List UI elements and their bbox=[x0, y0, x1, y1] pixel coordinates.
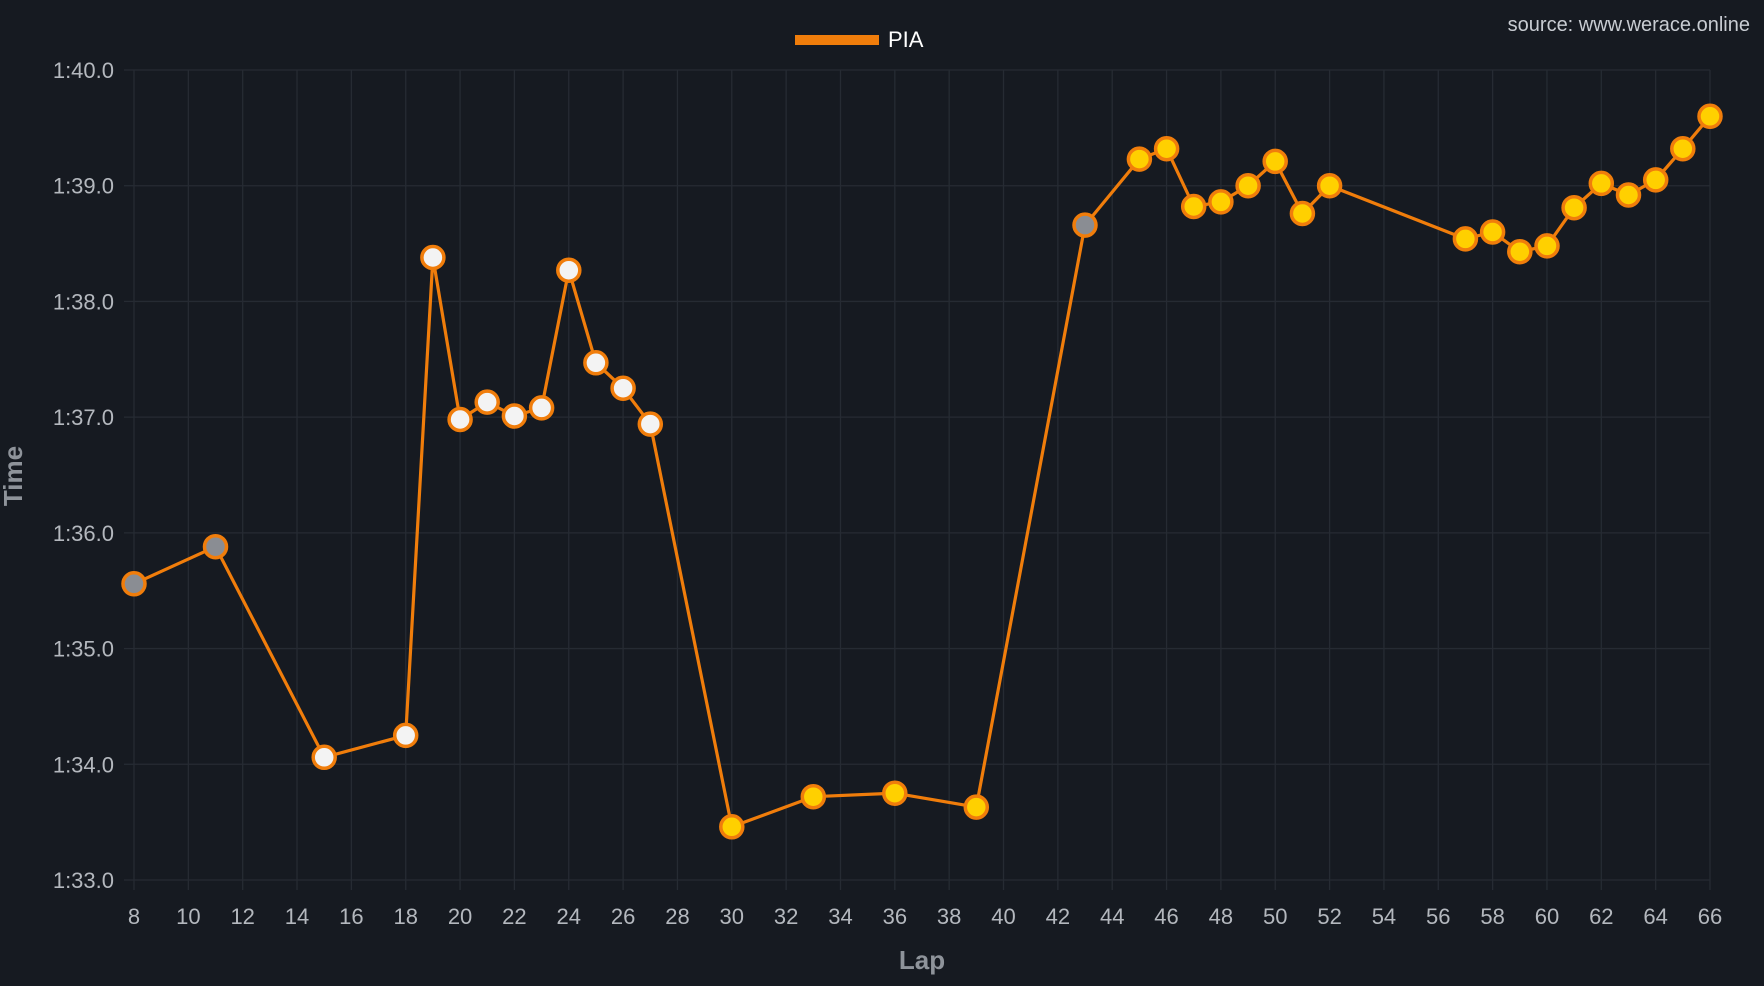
data-point-lap-43[interactable] bbox=[1072, 212, 1098, 238]
x-tick-label: 64 bbox=[1643, 904, 1667, 929]
y-tick-label: 1:37.0 bbox=[53, 405, 114, 430]
data-point-lap-49[interactable] bbox=[1235, 172, 1261, 199]
y-tick-label: 1:39.0 bbox=[53, 174, 114, 199]
data-point-lap-66[interactable] bbox=[1697, 103, 1723, 130]
x-tick-label: 50 bbox=[1263, 904, 1287, 929]
x-tick-label: 40 bbox=[991, 904, 1015, 929]
x-tick-label: 36 bbox=[883, 904, 907, 929]
x-tick-label: 48 bbox=[1209, 904, 1233, 929]
data-point-lap-62[interactable] bbox=[1588, 170, 1615, 197]
data-point-lap-25[interactable] bbox=[583, 350, 609, 376]
x-tick-label: 60 bbox=[1535, 904, 1559, 929]
y-tick-label: 1:34.0 bbox=[53, 752, 114, 777]
legend-label: PIA bbox=[888, 27, 924, 52]
x-tick-label: 8 bbox=[128, 904, 140, 929]
x-tick-label: 16 bbox=[339, 904, 363, 929]
data-point-lap-58[interactable] bbox=[1479, 219, 1506, 245]
data-point-lap-27[interactable] bbox=[637, 411, 664, 437]
x-tick-label: 22 bbox=[502, 904, 526, 929]
x-tick-label: 18 bbox=[393, 904, 417, 929]
x-tick-label: 46 bbox=[1154, 904, 1178, 929]
x-tick-label: 42 bbox=[1046, 904, 1070, 929]
x-tick-label: 12 bbox=[230, 904, 254, 929]
x-tick-label: 52 bbox=[1317, 904, 1341, 929]
data-point-lap-59[interactable] bbox=[1507, 238, 1533, 265]
series-line-pia bbox=[133, 115, 1712, 829]
data-point-lap-22[interactable] bbox=[501, 403, 528, 429]
data-point-lap-8[interactable] bbox=[121, 571, 147, 597]
x-tick-label: 14 bbox=[285, 904, 309, 929]
data-point-lap-21[interactable] bbox=[474, 389, 500, 415]
data-point-lap-64[interactable] bbox=[1642, 167, 1669, 193]
x-tick-label: 34 bbox=[828, 904, 852, 929]
y-tick-label: 1:40.0 bbox=[53, 58, 114, 83]
x-tick-label: 10 bbox=[176, 904, 200, 929]
x-tick-label: 38 bbox=[937, 904, 961, 929]
y-tick-label: 1:35.0 bbox=[53, 637, 114, 662]
data-point-lap-46[interactable] bbox=[1153, 135, 1180, 162]
x-tick-label: 32 bbox=[774, 904, 798, 929]
source-watermark: source: www.werace.online bbox=[1508, 14, 1750, 36]
data-point-lap-50[interactable] bbox=[1262, 148, 1288, 175]
data-point-lap-47[interactable] bbox=[1180, 193, 1207, 220]
y-tick-label: 1:36.0 bbox=[53, 521, 114, 546]
data-point-lap-65[interactable] bbox=[1670, 135, 1696, 162]
x-tick-label: 62 bbox=[1589, 904, 1613, 929]
data-point-lap-39[interactable] bbox=[963, 794, 990, 820]
x-tick-label: 56 bbox=[1426, 904, 1450, 929]
x-tick-label: 26 bbox=[611, 904, 635, 929]
data-point-lap-36[interactable] bbox=[882, 780, 908, 806]
data-point-lap-26[interactable] bbox=[610, 375, 636, 401]
x-tick-label: 30 bbox=[720, 904, 744, 929]
x-axis-title: Lap bbox=[899, 945, 945, 975]
y-axis-ticks: 1:33.0 1:34.0 1:35.0 1:36.0 1:37.0 1:38.0 1:39… bbox=[53, 58, 114, 893]
x-tick-label: 58 bbox=[1480, 904, 1504, 929]
data-point-lap-30[interactable] bbox=[719, 814, 745, 840]
data-point-lap-60[interactable] bbox=[1534, 233, 1560, 259]
series-markers-pia bbox=[121, 103, 1723, 840]
legend-swatch bbox=[795, 35, 879, 45]
data-point-lap-23[interactable] bbox=[528, 395, 555, 421]
grid bbox=[124, 69, 1711, 890]
data-point-lap-61[interactable] bbox=[1561, 194, 1587, 221]
x-tick-label: 28 bbox=[665, 904, 689, 929]
data-point-lap-33[interactable] bbox=[800, 783, 827, 810]
x-tick-label: 66 bbox=[1698, 904, 1722, 929]
legend[interactable]: PIA bbox=[795, 27, 924, 52]
x-tick-label: 54 bbox=[1372, 904, 1396, 929]
data-point-lap-15[interactable] bbox=[311, 744, 337, 771]
data-point-lap-19[interactable] bbox=[420, 244, 446, 271]
data-point-lap-57[interactable] bbox=[1452, 226, 1479, 252]
y-tick-label: 1:33.0 bbox=[53, 868, 114, 893]
x-tick-label: 20 bbox=[448, 904, 472, 929]
x-axis-ticks: 8 10 12 14 16 18 20 22 24 26 28 30 32 34 36 38 40 42 44 46 4… bbox=[128, 904, 1722, 929]
data-point-lap-11[interactable] bbox=[202, 533, 229, 560]
y-axis-title: Time bbox=[0, 446, 28, 506]
data-point-lap-51[interactable] bbox=[1289, 200, 1316, 227]
data-point-lap-24[interactable] bbox=[556, 257, 582, 283]
data-point-lap-48[interactable] bbox=[1208, 189, 1234, 215]
data-point-lap-18[interactable] bbox=[392, 722, 419, 749]
data-point-lap-20[interactable] bbox=[447, 406, 473, 433]
y-tick-label: 1:38.0 bbox=[53, 289, 114, 314]
x-tick-label: 24 bbox=[557, 904, 581, 929]
x-tick-label: 44 bbox=[1100, 904, 1124, 929]
data-point-lap-45[interactable] bbox=[1126, 146, 1153, 172]
data-point-lap-52[interactable] bbox=[1316, 172, 1343, 199]
data-point-lap-63[interactable] bbox=[1615, 182, 1642, 208]
